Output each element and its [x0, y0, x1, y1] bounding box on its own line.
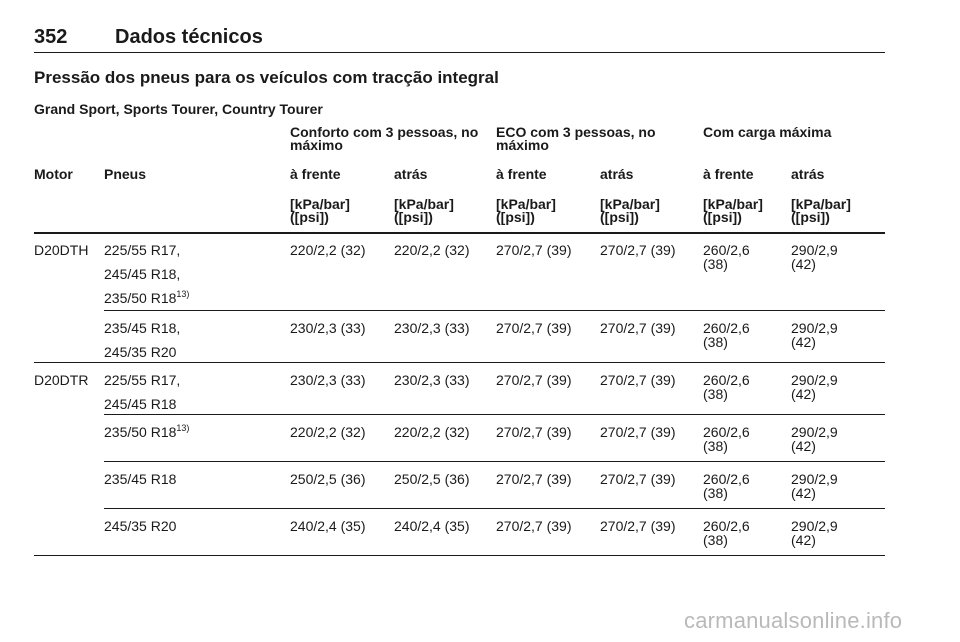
column-header-rear: atrás [394, 166, 428, 182]
column-header-front: à frente [703, 166, 754, 182]
table-bottom-divider [34, 555, 885, 556]
unit-label: [kPa/bar] ([psi]) [600, 196, 660, 225]
tyres-cell: 235/45 R18 [104, 471, 177, 487]
tyres-cell: 235/50 R1813) [104, 423, 190, 441]
value-cell: 290/2,9 (42) [791, 518, 838, 548]
value-cell: 230/2,3 (33) [290, 372, 366, 388]
group-header-comfort: Conforto com 3 pessoas, no máximo [290, 124, 479, 153]
value-cell: 260/2,6 (38) [703, 518, 750, 548]
value-cell: 270/2,7 (39) [496, 471, 572, 487]
column-header-front: à frente [496, 166, 547, 182]
value-cell: 260/2,6 (38) [703, 372, 750, 402]
watermark: carmanualsonline.info [684, 608, 903, 633]
value-cell: 230/2,3 (33) [290, 320, 366, 336]
group-header-eco: ECO com 3 pessoas, no máximo [496, 124, 656, 153]
value-cell: 220/2,2 (32) [394, 424, 470, 440]
value-cell: 270/2,7 (39) [496, 320, 572, 336]
group-header-max-load: Com carga máxima [703, 124, 832, 140]
unit-label: [kPa/bar] ([psi]) [394, 196, 454, 225]
row-divider [104, 414, 885, 415]
unit-label: [kPa/bar] ([psi]) [791, 196, 851, 225]
unit-label: [kPa/bar] ([psi]) [496, 196, 556, 225]
row-divider [104, 508, 885, 509]
value-cell: 260/2,6 (38) [703, 242, 750, 272]
value-cell: 270/2,7 (39) [600, 372, 676, 388]
tyres-cell: 245/35 R20 [104, 518, 177, 534]
value-cell: 270/2,7 (39) [600, 320, 676, 336]
value-cell: 290/2,9 (42) [791, 320, 838, 350]
value-cell: 290/2,9 (42) [791, 471, 838, 501]
value-cell: 220/2,2 (32) [290, 424, 366, 440]
value-cell: 270/2,7 (39) [496, 372, 572, 388]
footnote-marker: 13) [176, 423, 190, 433]
subsection-title: Grand Sport, Sports Tourer, Country Tour… [34, 101, 323, 117]
value-cell: 240/2,4 (35) [394, 518, 470, 534]
tyres-cell: 225/55 R17, 245/45 R18, 235/50 R1813) [104, 242, 190, 306]
row-divider [104, 310, 885, 311]
value-cell: 270/2,7 (39) [600, 518, 676, 534]
value-cell: 270/2,7 (39) [600, 242, 676, 258]
column-header-tyres: Pneus [104, 166, 147, 182]
page-number: 352 [34, 26, 68, 48]
page-header: 352 Dados técnicos [34, 26, 885, 53]
value-cell: 220/2,2 (32) [394, 242, 470, 258]
value-cell: 260/2,6 (38) [703, 320, 750, 350]
value-cell: 260/2,6 (38) [703, 471, 750, 501]
value-cell: 290/2,9 (42) [791, 372, 838, 402]
table-header-divider [34, 232, 885, 234]
value-cell: 260/2,6 (38) [703, 424, 750, 454]
unit-label: [kPa/bar] ([psi]) [290, 196, 350, 225]
unit-label: [kPa/bar] ([psi]) [703, 196, 763, 225]
value-cell: 230/2,3 (33) [394, 320, 470, 336]
value-cell: 240/2,4 (35) [290, 518, 366, 534]
value-cell: 250/2,5 (36) [290, 471, 366, 487]
section-title: Pressão dos pneus para os veículos com t… [34, 68, 499, 87]
tyres-cell: 225/55 R17, 245/45 R18 [104, 372, 181, 412]
column-header-rear: atrás [791, 166, 825, 182]
page-title: Dados técnicos [115, 26, 263, 48]
value-cell: 270/2,7 (39) [600, 471, 676, 487]
value-cell: 270/2,7 (39) [496, 424, 572, 440]
value-cell: 230/2,3 (33) [394, 372, 470, 388]
value-cell: 290/2,9 (42) [791, 424, 838, 454]
column-header-front: à frente [290, 166, 341, 182]
value-cell: 250/2,5 (36) [394, 471, 470, 487]
value-cell: 290/2,9 (42) [791, 242, 838, 272]
value-cell: 270/2,7 (39) [496, 242, 572, 258]
footnote-marker: 13) [176, 289, 190, 299]
column-header-motor: Motor [34, 166, 73, 182]
motor-cell: D20DTH [34, 242, 89, 258]
value-cell: 270/2,7 (39) [496, 518, 572, 534]
value-cell: 270/2,7 (39) [600, 424, 676, 440]
row-divider [104, 461, 885, 462]
motor-cell: D20DTR [34, 372, 89, 388]
column-header-rear: atrás [600, 166, 634, 182]
value-cell: 220/2,2 (32) [290, 242, 366, 258]
tyres-cell: 235/45 R18, 245/35 R20 [104, 320, 181, 360]
row-divider [34, 362, 885, 363]
